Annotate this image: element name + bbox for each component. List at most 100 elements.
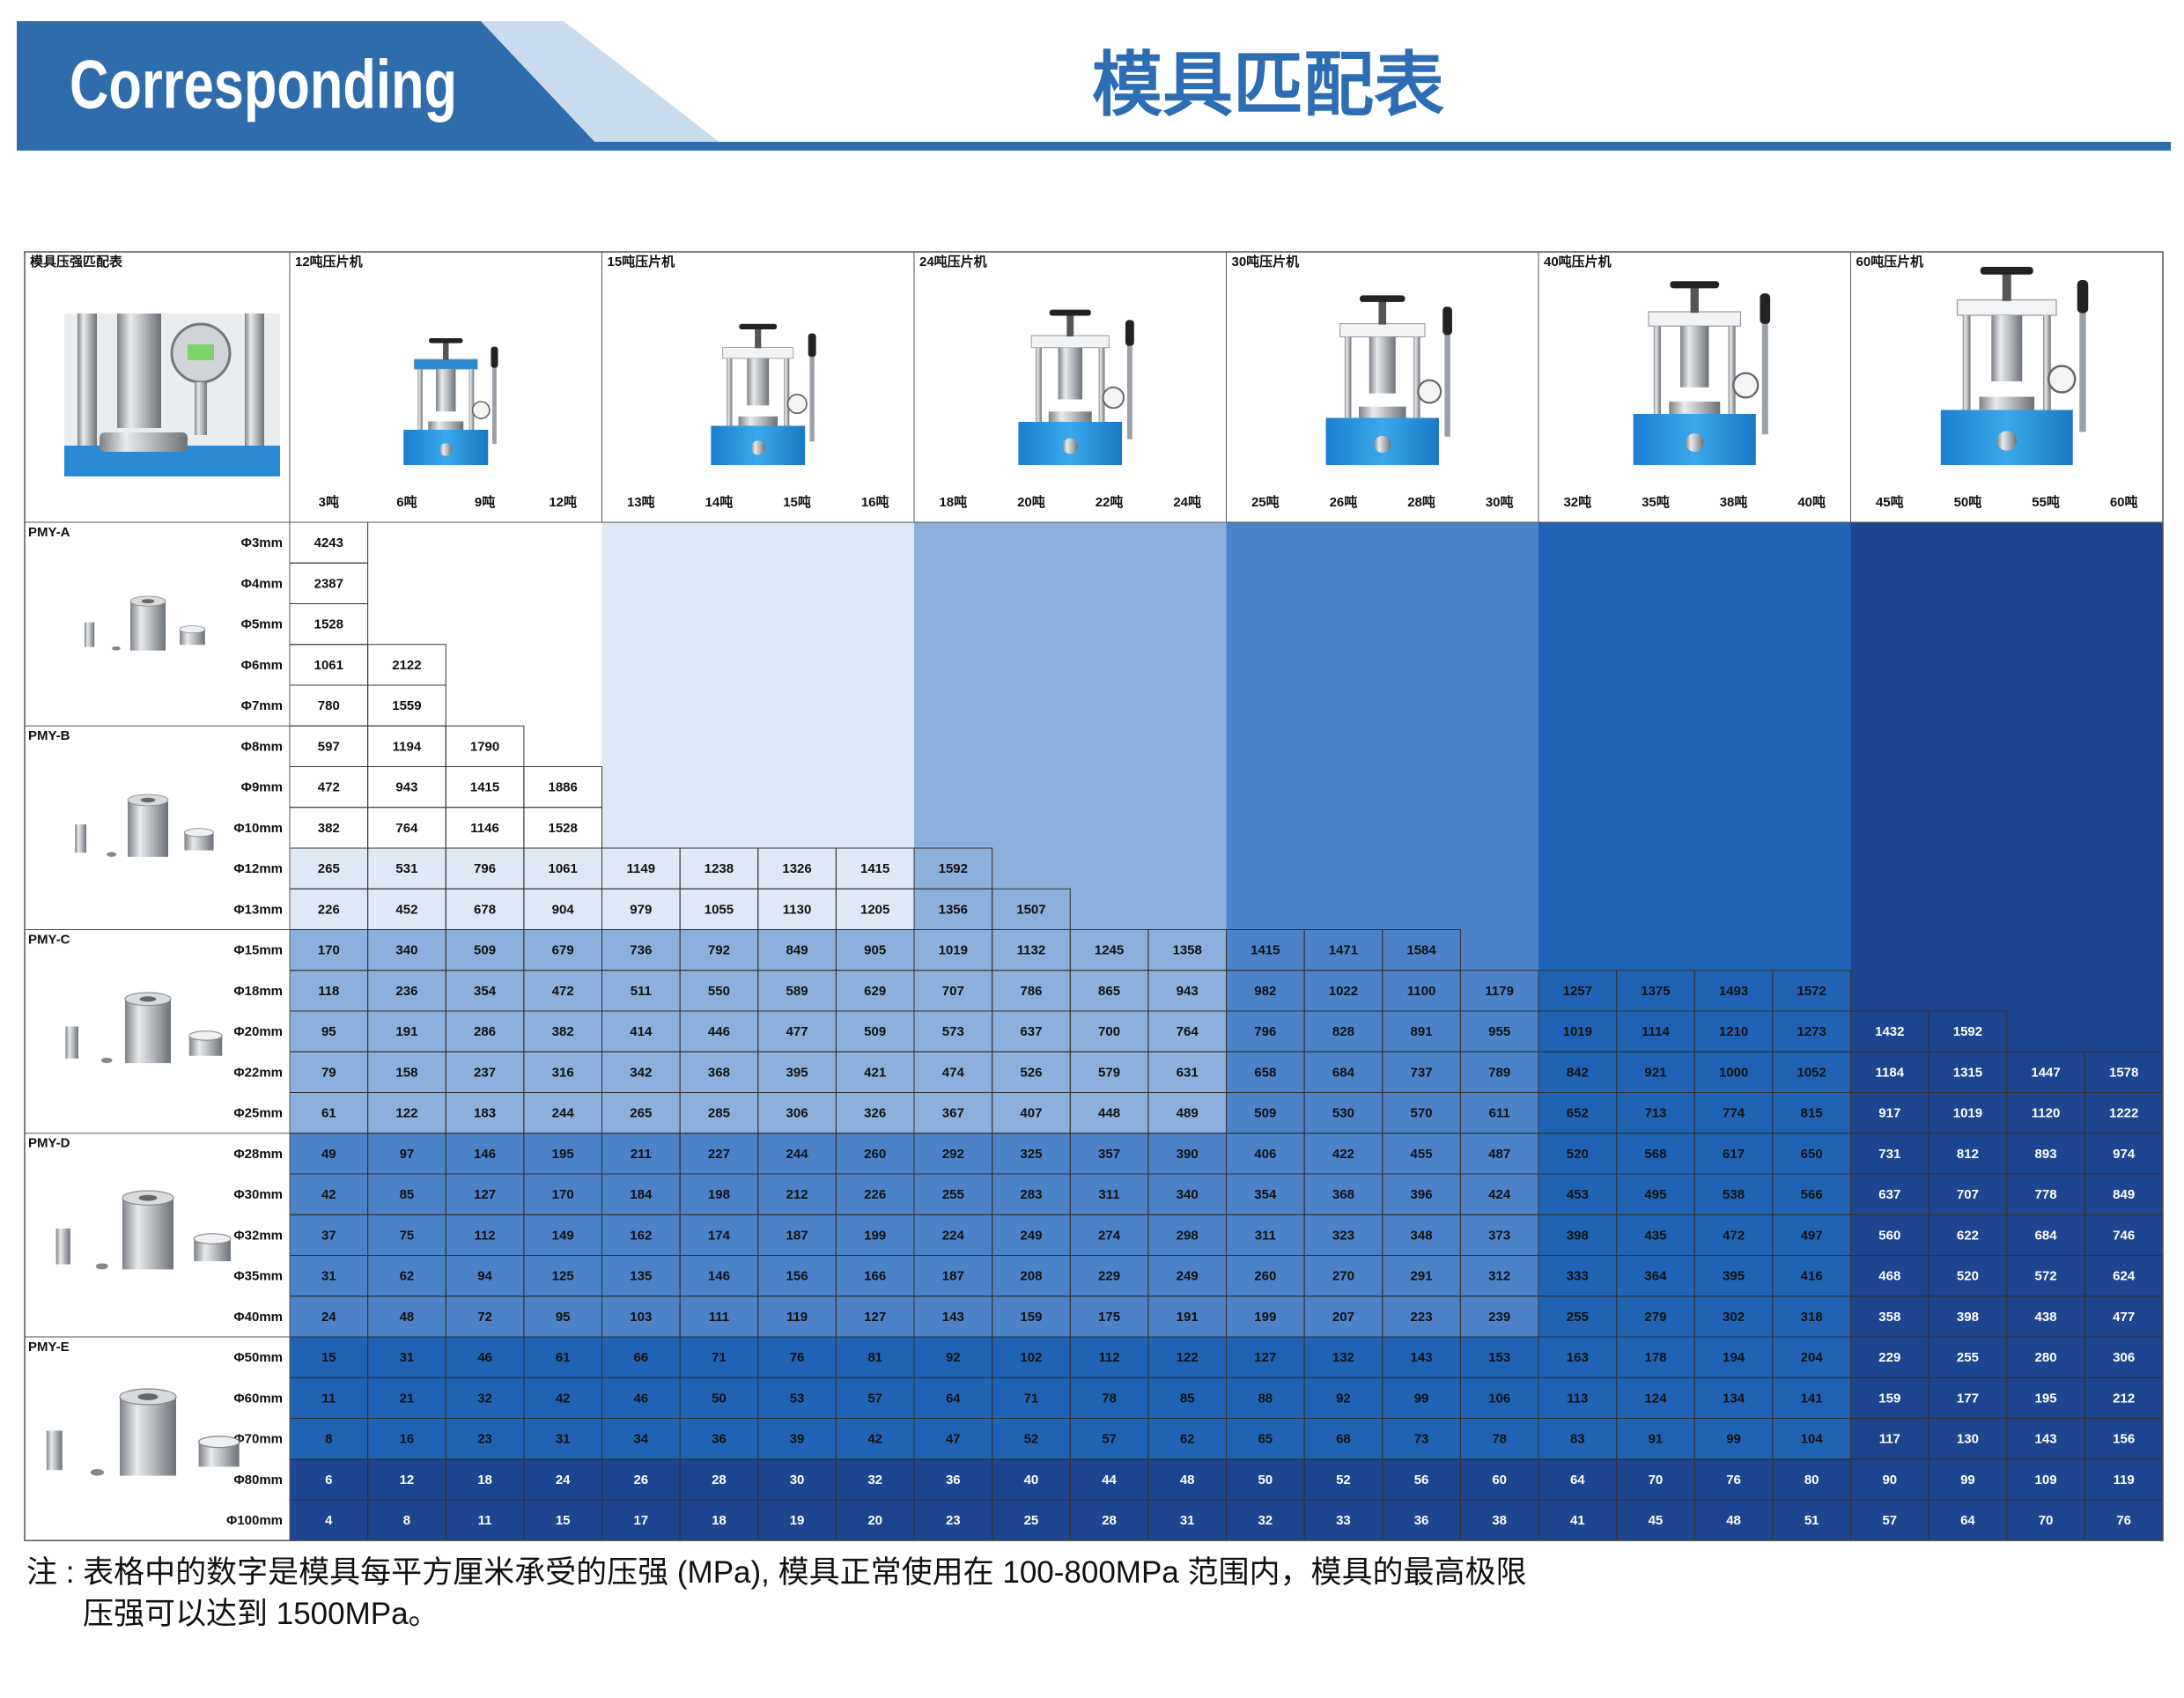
cell-value: 260: [864, 1147, 886, 1162]
cell-bg: [1226, 522, 1305, 564]
cell-value: 6: [325, 1473, 332, 1488]
cell-value: 487: [1488, 1147, 1510, 1162]
cell-value: 8: [325, 1432, 332, 1447]
cell-bg: [1070, 563, 1149, 605]
cell-value: 68: [1336, 1432, 1351, 1447]
cell-value: 64: [1570, 1473, 1585, 1488]
cell-bg: [1929, 807, 2008, 849]
lever: [1126, 322, 1133, 439]
cell-value: 395: [1723, 1269, 1745, 1284]
cell-bg: [601, 1255, 681, 1297]
cell-bg: [290, 1377, 369, 1420]
mold-body: [120, 1397, 176, 1476]
cell-value: 36: [946, 1473, 961, 1488]
cell-bg: [1772, 1337, 1852, 1378]
cell-value: 842: [1567, 1065, 1589, 1080]
cell-bg: [1147, 603, 1228, 646]
cell-value: 1120: [2032, 1106, 2061, 1121]
cell-bg: [992, 1296, 1071, 1338]
cell-bg: [290, 1133, 369, 1175]
cell-bg: [757, 766, 837, 808]
cell-bg: [1850, 1296, 1929, 1338]
cell-bg: [1929, 766, 2008, 808]
cell-bg: [1070, 848, 1149, 890]
cell-bg: [1382, 603, 1461, 646]
cell-bg: [1616, 1052, 1695, 1094]
cell-bg: [601, 1214, 681, 1257]
cell-bg: [2006, 1011, 2085, 1052]
cell-value: 298: [1177, 1228, 1199, 1243]
press-column: [1653, 326, 1661, 414]
cell-value: 153: [1488, 1350, 1510, 1365]
cell-bg: [836, 1052, 915, 1094]
cell-value: 57: [1882, 1513, 1897, 1528]
note: 压强可以达到 1500MPa。: [83, 1597, 439, 1631]
cell-value: 617: [1723, 1147, 1745, 1162]
cell-bg: [680, 1052, 759, 1094]
mold-ring: [188, 1035, 223, 1056]
cell-bg: [601, 1500, 681, 1541]
cell-bg: [914, 1500, 993, 1541]
cell-value: 731: [1878, 1147, 1900, 1162]
cell-bg: [601, 726, 681, 768]
cell-bg: [1070, 1377, 1149, 1420]
cell-value: 342: [630, 1065, 652, 1080]
cell-bg: [1929, 889, 2008, 931]
cell-value: 36: [1414, 1513, 1429, 1528]
cell-bg: [1226, 1458, 1305, 1501]
tonnage: 50吨: [1954, 494, 1982, 510]
cell-value: 438: [2035, 1310, 2057, 1325]
cell-bg: [992, 1052, 1071, 1094]
cell-bg: [1616, 766, 1695, 808]
cell-bg: [2084, 889, 2164, 931]
cell-bg: [1382, 1418, 1461, 1460]
cell-value: 905: [864, 943, 886, 958]
cell-value: 312: [1488, 1269, 1510, 1284]
tonnage: 38吨: [1720, 494, 1748, 510]
cell-value: 573: [942, 1024, 964, 1039]
press-column: [2043, 315, 2051, 410]
cell-bg: [1304, 1458, 1383, 1501]
cell-value: 24: [321, 1310, 336, 1325]
cell-bg: [1226, 766, 1305, 808]
cell-value: 226: [864, 1187, 886, 1202]
cell-bg: [1929, 726, 2008, 768]
mold-image: [65, 992, 223, 1064]
cell-value: 407: [1020, 1106, 1042, 1121]
machine-name: 15吨压片机: [608, 254, 675, 269]
cell-value: 526: [1020, 1065, 1042, 1080]
cell-bg: [1694, 848, 1774, 890]
cell-bg: [1538, 1092, 1618, 1134]
cell-bg: [290, 1418, 369, 1460]
cell-value: 568: [1644, 1147, 1666, 1162]
cell-value: 23: [477, 1432, 492, 1447]
cell-bg: [1147, 1296, 1228, 1338]
press-column: [1036, 347, 1042, 422]
cell-bg: [601, 685, 681, 727]
cell-bg: [446, 1255, 525, 1297]
cell-bg: [446, 1337, 525, 1378]
cell-bg: [1616, 1377, 1695, 1420]
cell-bg: [914, 848, 993, 890]
cell-bg: [601, 603, 681, 646]
press-ram: [1058, 347, 1082, 400]
cell-bg: [1929, 970, 2008, 1012]
cell-bg: [914, 726, 993, 768]
gauge-screen: [188, 344, 214, 360]
cell-bg: [1460, 848, 1539, 890]
cell-value: 424: [1488, 1187, 1511, 1202]
cell-bg: [1460, 1092, 1539, 1134]
cell-bg: [1070, 766, 1149, 808]
cell-value: 1528: [314, 617, 343, 632]
cell-bg: [1929, 1296, 2008, 1338]
cell-bg: [1304, 644, 1383, 686]
mold-bore: [139, 996, 157, 1002]
cell-value: 679: [552, 943, 574, 958]
cell-bg: [992, 807, 1071, 849]
machine-name: 40吨压片机: [1544, 254, 1612, 269]
cell-bg: [1694, 685, 1774, 727]
cell-bg: [680, 1377, 759, 1420]
cell-value: 1528: [549, 821, 578, 836]
cell-value: 2122: [392, 658, 421, 673]
cell-bg: [1772, 603, 1852, 646]
